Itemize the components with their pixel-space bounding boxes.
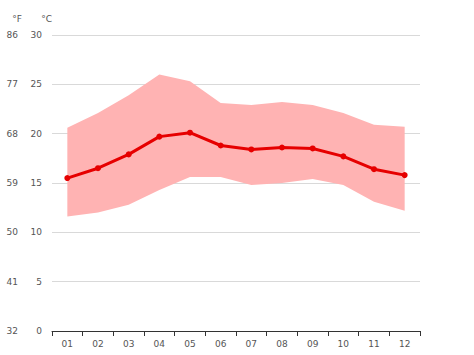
svg-text:07: 07 xyxy=(246,339,257,349)
svg-text:50: 50 xyxy=(7,227,19,237)
svg-text:77: 77 xyxy=(7,79,18,89)
svg-text:10: 10 xyxy=(31,227,43,237)
svg-text:°F: °F xyxy=(12,14,22,24)
svg-text:41: 41 xyxy=(7,277,18,287)
svg-text:30: 30 xyxy=(31,30,43,40)
svg-text:20: 20 xyxy=(31,129,43,139)
svg-text:02: 02 xyxy=(92,339,103,349)
svg-text:11: 11 xyxy=(368,339,379,349)
svg-text:86: 86 xyxy=(7,30,19,40)
svg-text:32: 32 xyxy=(7,326,18,336)
svg-text:03: 03 xyxy=(123,339,134,349)
svg-text:12: 12 xyxy=(399,339,410,349)
svg-text:01: 01 xyxy=(62,339,73,349)
svg-text:°C: °C xyxy=(41,14,52,24)
svg-text:59: 59 xyxy=(7,178,19,188)
svg-text:06: 06 xyxy=(215,339,227,349)
svg-text:15: 15 xyxy=(31,178,42,188)
svg-text:04: 04 xyxy=(154,339,166,349)
svg-text:0: 0 xyxy=(36,326,42,336)
svg-text:05: 05 xyxy=(184,339,195,349)
svg-text:25: 25 xyxy=(31,79,42,89)
svg-text:09: 09 xyxy=(307,339,319,349)
svg-text:10: 10 xyxy=(338,339,350,349)
svg-text:68: 68 xyxy=(7,129,19,139)
svg-text:5: 5 xyxy=(36,277,42,287)
svg-text:08: 08 xyxy=(276,339,288,349)
